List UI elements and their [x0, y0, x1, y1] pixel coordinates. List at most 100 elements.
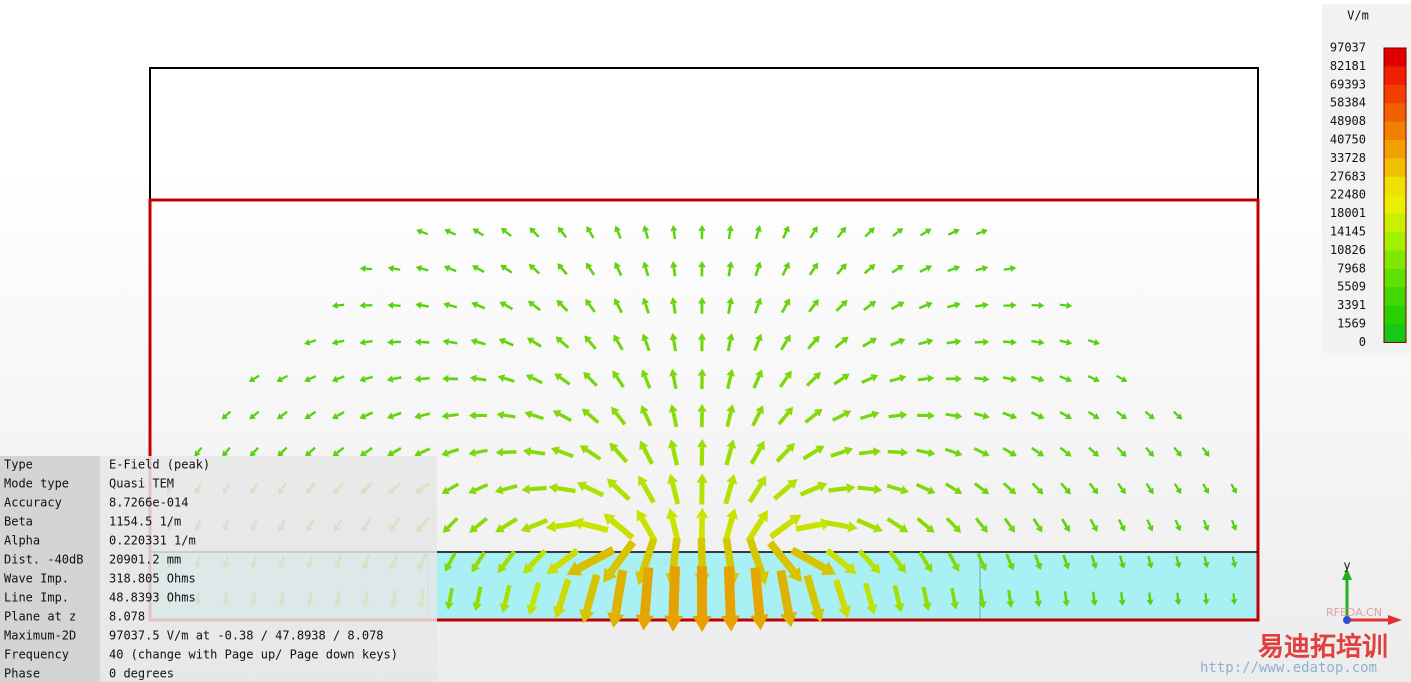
arrow-head [566, 561, 583, 576]
arrow-shaft [475, 448, 488, 455]
arrow-head [955, 374, 962, 383]
arrow-head [359, 265, 366, 273]
arrow-shaft [1032, 518, 1041, 528]
arrow-shaft [828, 486, 848, 493]
colorbar-segment [1384, 232, 1406, 251]
colorbar-segment [1384, 305, 1406, 325]
arrow-shaft [503, 413, 516, 419]
arrow-head [194, 450, 201, 457]
arrow-head [442, 524, 451, 533]
arrow-head [635, 614, 654, 631]
arrow-shaft [863, 266, 872, 275]
arrow-head [954, 486, 963, 494]
arrow-head [868, 264, 876, 271]
colorbar-label: 3391 [1337, 298, 1366, 312]
arrow-head [606, 478, 618, 489]
arrow-head [1092, 412, 1100, 420]
arrow-shaft [672, 267, 677, 277]
arrow-head [811, 299, 819, 307]
arrow-head [556, 299, 564, 307]
arrow-shaft [224, 446, 231, 454]
arrow-head [1010, 338, 1017, 346]
arrow-head [755, 369, 764, 378]
arrow-shaft [836, 230, 844, 239]
arrow-shaft [558, 412, 573, 423]
arrow-shaft [973, 482, 985, 492]
arrow-head [359, 412, 367, 420]
arrow-head [557, 263, 564, 271]
arrow-shaft [1059, 446, 1068, 454]
arrow-head [1147, 450, 1155, 457]
arrow-shaft [336, 375, 345, 381]
arrow-head [847, 521, 858, 533]
arrow-shaft [723, 482, 735, 505]
arrow-shaft [473, 516, 488, 530]
arrow-head [500, 227, 508, 235]
arrow-head [1036, 449, 1045, 457]
arrow-shaft [887, 449, 902, 455]
arrow-shaft [365, 267, 373, 271]
colorbar-segment [1384, 48, 1406, 67]
arrow-head [952, 524, 962, 533]
info-label: Accuracy [4, 496, 62, 510]
arrow-head [726, 261, 734, 268]
arrow-head [526, 604, 538, 616]
arrow-head [896, 227, 904, 235]
info-value: Quasi TEM [109, 477, 174, 491]
arrow-head [1230, 599, 1238, 605]
arrow-shaft [1031, 375, 1040, 381]
arrow-shaft [767, 540, 797, 575]
arrow-shaft [668, 566, 680, 616]
arrow-shaft [527, 549, 547, 569]
arrow-head [900, 485, 909, 495]
arrow-shaft [253, 374, 260, 380]
arrow-head [331, 375, 339, 383]
arrow-shaft [825, 520, 849, 530]
arrow-shaft [556, 578, 572, 609]
arrow-shaft [1202, 519, 1208, 527]
arrow-shaft [778, 375, 789, 388]
colorbar-label: 18001 [1330, 206, 1366, 220]
colorbar-label: 33728 [1330, 151, 1366, 165]
arrow-shaft [615, 375, 625, 389]
arrow-shaft [336, 446, 345, 454]
arrow-head [1062, 600, 1070, 607]
arrow-head [304, 412, 312, 420]
arrow-shaft [1090, 555, 1096, 564]
arrow-head [1010, 301, 1017, 309]
arrow-head [468, 486, 477, 495]
arrow-shaft [615, 303, 623, 314]
arrow-shaft [809, 230, 816, 239]
arrow-shaft [643, 339, 651, 352]
arrow-head [787, 478, 798, 490]
arrow-shaft [616, 266, 623, 277]
arrow-shaft [447, 447, 460, 455]
arrow-shaft [886, 517, 903, 530]
colorbar-segment [1384, 84, 1406, 104]
arrow-shaft [946, 303, 956, 309]
arrow-head [726, 297, 735, 305]
arrow-shaft [420, 267, 429, 272]
arrow-head [951, 563, 960, 572]
arrow-head [954, 301, 961, 309]
arrow-head [817, 481, 828, 492]
info-label: Plane at z [4, 610, 76, 624]
arrow-shaft [337, 339, 345, 344]
arrow-head [304, 375, 311, 383]
arrow-head [500, 264, 508, 272]
arrow-shaft [795, 521, 823, 532]
arrow-head [1175, 524, 1182, 532]
arrow-head [638, 475, 648, 487]
arrow-shaft [672, 339, 678, 352]
arrow-shaft [446, 517, 459, 529]
arrow-shaft [916, 448, 929, 455]
arrow-head [444, 601, 454, 610]
arrow-shaft [890, 303, 900, 311]
colorbar-segment [1384, 103, 1406, 123]
arrow-head [1175, 450, 1182, 457]
arrow-head [276, 413, 284, 420]
arrow-head [1007, 524, 1016, 533]
arrow-head [982, 449, 990, 457]
arrow-shaft [448, 303, 458, 309]
arrow-shaft [753, 303, 760, 314]
